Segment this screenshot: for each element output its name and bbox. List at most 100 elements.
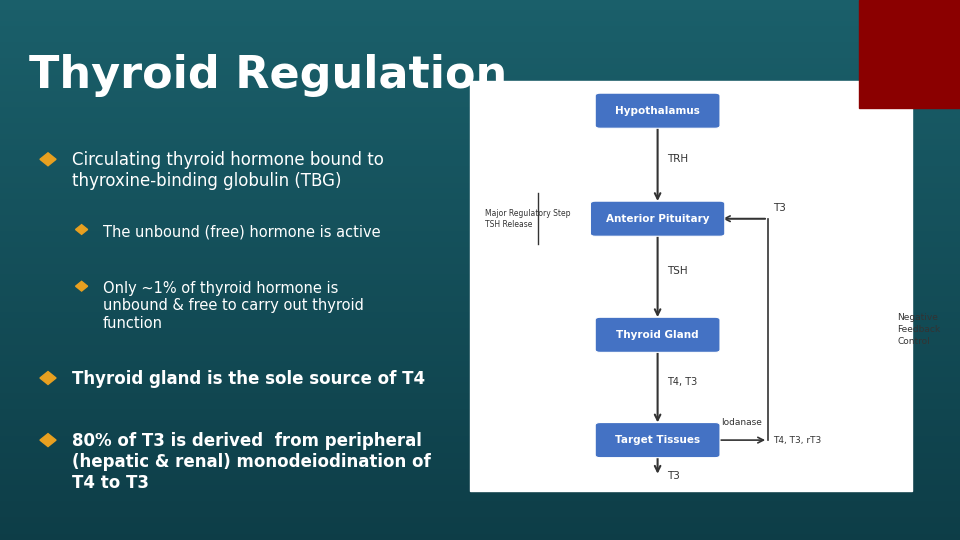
- Bar: [0, 524, 960, 529]
- Text: TRH: TRH: [667, 154, 688, 164]
- Bar: [0, 43, 960, 49]
- Bar: [0, 437, 960, 443]
- Bar: [0, 297, 960, 302]
- Polygon shape: [40, 434, 56, 447]
- Bar: [0, 405, 960, 410]
- Bar: [0, 432, 960, 437]
- Text: Target Tissues: Target Tissues: [615, 435, 700, 445]
- Bar: [0, 351, 960, 356]
- Bar: [0, 70, 960, 76]
- Bar: [0, 238, 960, 243]
- Bar: [0, 529, 960, 535]
- Bar: [0, 356, 960, 362]
- Bar: [0, 243, 960, 248]
- Bar: [0, 373, 960, 378]
- Bar: [0, 259, 960, 265]
- Bar: [0, 421, 960, 427]
- Bar: [0, 124, 960, 130]
- Bar: [0, 59, 960, 65]
- Bar: [0, 189, 960, 194]
- Bar: [0, 443, 960, 448]
- Text: T4, T3, rT3: T4, T3, rT3: [773, 436, 821, 444]
- Bar: [0, 254, 960, 259]
- Bar: [0, 232, 960, 238]
- Bar: [0, 151, 960, 157]
- Polygon shape: [40, 372, 56, 384]
- Bar: [470, 81, 912, 491]
- Bar: [0, 475, 960, 481]
- Bar: [0, 81, 960, 86]
- Text: The unbound (free) hormone is active: The unbound (free) hormone is active: [103, 224, 380, 239]
- Bar: [0, 367, 960, 373]
- Bar: [0, 319, 960, 324]
- Text: Negative
Feedback
Control: Negative Feedback Control: [898, 313, 941, 346]
- Bar: [0, 448, 960, 454]
- Text: Only ~1% of thyroid hormone is
unbound & free to carry out thyroid
function: Only ~1% of thyroid hormone is unbound &…: [103, 281, 364, 330]
- Text: Thyroid Gland: Thyroid Gland: [616, 330, 699, 340]
- Bar: [0, 394, 960, 400]
- Bar: [0, 216, 960, 221]
- Bar: [0, 410, 960, 416]
- Text: Major Regulatory Step
TSH Release: Major Regulatory Step TSH Release: [485, 208, 570, 229]
- Bar: [0, 38, 960, 43]
- Bar: [0, 383, 960, 389]
- Bar: [0, 292, 960, 297]
- Bar: [0, 178, 960, 184]
- Text: TSH: TSH: [667, 266, 687, 276]
- Bar: [0, 184, 960, 189]
- Bar: [0, 32, 960, 38]
- Bar: [0, 140, 960, 146]
- Bar: [0, 167, 960, 173]
- Bar: [0, 454, 960, 459]
- Bar: [0, 302, 960, 308]
- Bar: [0, 5, 960, 11]
- Bar: [0, 335, 960, 340]
- Bar: [0, 513, 960, 518]
- Bar: [0, 113, 960, 119]
- Bar: [0, 76, 960, 81]
- Bar: [0, 65, 960, 70]
- Bar: [0, 130, 960, 135]
- Bar: [0, 340, 960, 346]
- Bar: [0, 497, 960, 502]
- FancyBboxPatch shape: [590, 201, 725, 237]
- FancyBboxPatch shape: [595, 422, 720, 458]
- Bar: [0, 146, 960, 151]
- Bar: [0, 119, 960, 124]
- Bar: [0, 362, 960, 367]
- Text: T3: T3: [773, 203, 785, 213]
- Bar: [0, 22, 960, 27]
- Bar: [0, 324, 960, 329]
- Bar: [0, 27, 960, 32]
- Bar: [0, 248, 960, 254]
- Bar: [0, 108, 960, 113]
- Bar: [0, 518, 960, 524]
- Bar: [0, 86, 960, 92]
- Text: Iodanase: Iodanase: [721, 417, 762, 427]
- Bar: [0, 491, 960, 497]
- Bar: [0, 265, 960, 270]
- Text: T4, T3: T4, T3: [667, 377, 698, 387]
- Bar: [0, 103, 960, 108]
- Bar: [0, 275, 960, 281]
- Bar: [0, 308, 960, 313]
- Bar: [0, 502, 960, 508]
- Bar: [0, 281, 960, 286]
- Bar: [0, 173, 960, 178]
- Polygon shape: [40, 153, 56, 166]
- Bar: [0, 49, 960, 54]
- Bar: [0, 346, 960, 351]
- Bar: [0, 16, 960, 22]
- Bar: [0, 389, 960, 394]
- Bar: [0, 427, 960, 432]
- Bar: [0, 329, 960, 335]
- Polygon shape: [76, 225, 87, 234]
- FancyBboxPatch shape: [595, 93, 720, 128]
- Bar: [0, 157, 960, 162]
- Bar: [0, 54, 960, 59]
- Bar: [0, 459, 960, 464]
- Bar: [0, 400, 960, 405]
- Bar: [0, 194, 960, 200]
- Bar: [0, 270, 960, 275]
- Bar: [0, 200, 960, 205]
